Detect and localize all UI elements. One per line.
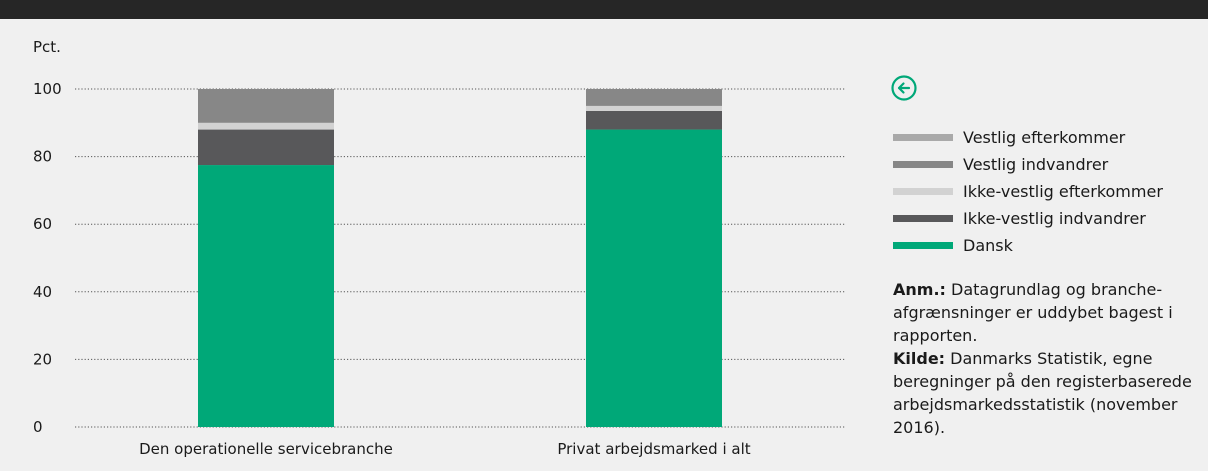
bar-segment bbox=[198, 129, 334, 166]
legend-label: Ikke-vestlig indvandrer bbox=[963, 209, 1146, 228]
note-kilde-text: Danmarks Statistik, egne beregninger på … bbox=[893, 349, 1192, 437]
legend-label: Vestlig efterkommer bbox=[963, 128, 1126, 147]
y-tick-label: 100 bbox=[33, 80, 62, 98]
bar-segment bbox=[198, 89, 334, 123]
note-anm-text: Datagrundlag og branche-afgrænsninger er… bbox=[893, 280, 1173, 345]
y-tick-label: 60 bbox=[33, 215, 52, 233]
legend-swatch bbox=[893, 161, 953, 168]
y-tick-label: 80 bbox=[33, 148, 52, 166]
legend-swatch bbox=[893, 188, 953, 195]
legend-item: Ikke-vestlig indvandrer bbox=[893, 205, 1163, 232]
bar-segment bbox=[586, 89, 722, 106]
y-tick-label: 20 bbox=[33, 350, 52, 368]
legend-item: Dansk bbox=[893, 232, 1163, 259]
bar-segment bbox=[586, 105, 722, 111]
bar-segment bbox=[198, 122, 334, 130]
legend-swatch bbox=[893, 215, 953, 222]
chart-note: Anm.: Datagrundlag og branche-afgrænsnin… bbox=[893, 278, 1198, 439]
legend-label: Dansk bbox=[963, 236, 1013, 255]
y-tick-label: 0 bbox=[33, 418, 43, 436]
legend-item: Vestlig indvandrer bbox=[893, 151, 1163, 178]
legend-swatch bbox=[893, 134, 953, 141]
y-axis-label: Pct. bbox=[33, 38, 61, 56]
legend-label: Ikke-vestlig efterkommer bbox=[963, 182, 1163, 201]
chart-legend: Vestlig efterkommer Vestlig indvandrer I… bbox=[893, 124, 1163, 259]
legend-label: Vestlig indvandrer bbox=[963, 155, 1109, 174]
legend-swatch bbox=[893, 242, 953, 249]
note-kilde-label: Kilde: bbox=[893, 349, 946, 368]
y-tick-label: 40 bbox=[33, 283, 52, 301]
legend-item: Ikke-vestlig efterkommer bbox=[893, 178, 1163, 205]
top-bar bbox=[0, 0, 1208, 19]
bar-segment bbox=[586, 129, 722, 427]
x-tick-label: Den operationelle servicebranche bbox=[139, 440, 393, 458]
legend-item: Vestlig efterkommer bbox=[893, 124, 1163, 151]
bar-segment bbox=[198, 165, 334, 428]
bar-segment bbox=[586, 110, 722, 130]
note-anm-label: Anm.: bbox=[893, 280, 946, 299]
arrow-left-circle-icon[interactable] bbox=[890, 74, 918, 102]
x-tick-label: Privat arbejdsmarked i alt bbox=[557, 440, 750, 458]
note-kilde: Kilde: Danmarks Statistik, egne beregnin… bbox=[893, 347, 1198, 439]
note-anm: Anm.: Datagrundlag og branche-afgrænsnin… bbox=[893, 278, 1198, 347]
